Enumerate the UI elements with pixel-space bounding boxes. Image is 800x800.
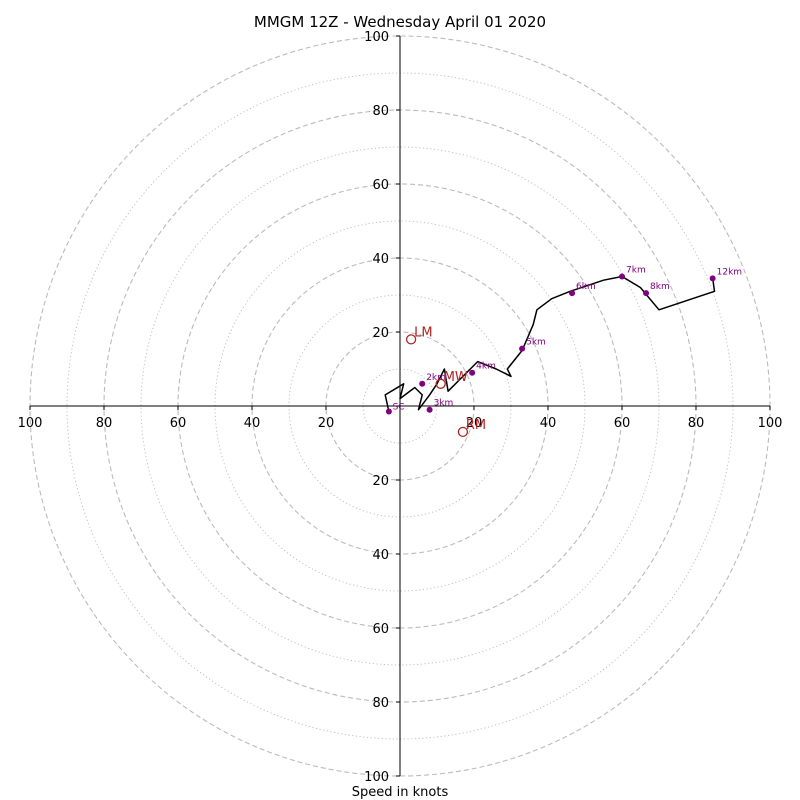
x-tick-label: 80 xyxy=(688,416,705,431)
storm-label: SC xyxy=(393,403,405,413)
x-tick-label: 100 xyxy=(758,416,783,431)
y-tick-label: 80 xyxy=(372,696,389,711)
height-marker-label: 2km xyxy=(426,373,446,383)
y-tick-label: 100 xyxy=(364,30,389,45)
height-marker-label: 3km xyxy=(434,399,454,409)
height-marker-label: 5km xyxy=(526,338,546,348)
height-marker-dot xyxy=(519,345,526,352)
x-tick-label: 40 xyxy=(244,416,261,431)
storm-motion-circle xyxy=(457,426,469,438)
x-tick-label: 60 xyxy=(614,416,631,431)
y-tick-label: 60 xyxy=(372,622,389,637)
height-marker-dot xyxy=(569,290,576,297)
height-marker-dot xyxy=(385,408,392,415)
height-marker-label: 6km xyxy=(576,282,596,292)
height-marker-dot xyxy=(643,290,650,297)
x-tick-label: 20 xyxy=(318,416,335,431)
x-axis-label: Speed in knots xyxy=(352,785,449,800)
x-tick-label: 100 xyxy=(18,416,43,431)
height-marker-dot xyxy=(709,275,716,282)
y-tick-label: 40 xyxy=(372,252,389,267)
y-tick-label: 20 xyxy=(372,474,389,489)
y-tick-label: 100 xyxy=(364,770,389,785)
height-marker-dot xyxy=(426,406,433,413)
storm-motion-label: LM xyxy=(414,325,432,340)
height-marker-label: 12km xyxy=(717,267,742,277)
height-marker-label: 7km xyxy=(626,266,646,276)
x-tick-label: 40 xyxy=(540,416,557,431)
y-tick-label: 80 xyxy=(372,104,389,119)
height-markers: 2km 3km 4km 5km 6km 7km 8km 12km xyxy=(385,266,742,415)
axes xyxy=(30,36,770,776)
storm-motion-label: RM xyxy=(466,418,486,433)
storm-motion-markers: LM MW RM SC xyxy=(393,325,486,438)
chart-title: MMGM 12Z - Wednesday April 01 2020 xyxy=(254,13,546,31)
wind-trace-line xyxy=(384,275,716,412)
x-tick-label: 80 xyxy=(96,416,113,431)
x-tick-label: 20 xyxy=(466,416,483,431)
y-tick-label: 60 xyxy=(372,178,389,193)
storm-motion-circle xyxy=(405,334,417,345)
storm-motion-circle xyxy=(435,378,446,389)
storm-motion-label: MW xyxy=(444,370,468,385)
wind-trace xyxy=(384,275,716,412)
y-tick-label: 40 xyxy=(372,548,389,563)
x-tick-label: 60 xyxy=(170,416,187,431)
height-marker-dot xyxy=(469,369,476,376)
y-tick-label: 20 xyxy=(372,326,389,341)
height-marker-label: 4km xyxy=(476,362,496,372)
height-marker-label: 8km xyxy=(650,282,670,292)
height-marker-dot xyxy=(619,273,625,280)
height-marker-dot xyxy=(419,380,426,387)
tick-labels: 100 80 60 40 20 20 40 60 80 100 20 40 60 80 100 20 40 60 8… xyxy=(18,30,783,785)
